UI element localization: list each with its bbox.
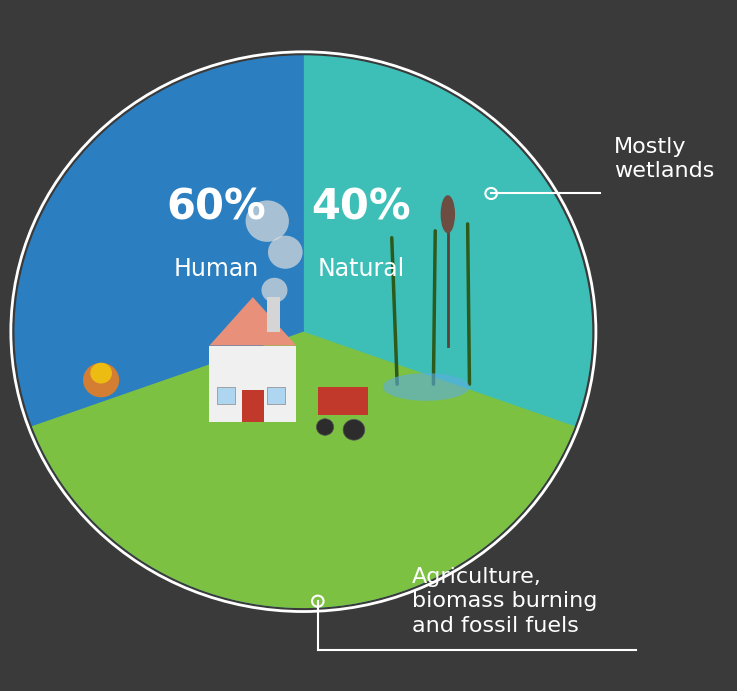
FancyBboxPatch shape [268, 297, 280, 332]
Circle shape [268, 236, 303, 269]
FancyBboxPatch shape [209, 346, 296, 422]
FancyBboxPatch shape [318, 387, 368, 415]
Text: Human: Human [174, 258, 259, 281]
FancyBboxPatch shape [217, 387, 235, 404]
Wedge shape [32, 332, 575, 608]
Ellipse shape [383, 373, 469, 401]
Circle shape [83, 363, 119, 397]
Circle shape [245, 200, 289, 242]
Text: Natural: Natural [318, 258, 405, 281]
Text: 60%: 60% [167, 187, 267, 228]
Text: Agriculture,
biomass burning
and fossil fuels: Agriculture, biomass burning and fossil … [412, 567, 597, 636]
FancyBboxPatch shape [242, 390, 264, 422]
Circle shape [343, 419, 365, 440]
Text: 40%: 40% [311, 187, 411, 228]
Wedge shape [304, 55, 593, 556]
Wedge shape [15, 55, 473, 608]
Polygon shape [209, 297, 296, 346]
FancyBboxPatch shape [268, 387, 285, 404]
Circle shape [316, 419, 334, 435]
Ellipse shape [441, 196, 455, 234]
Circle shape [91, 363, 112, 384]
Text: Mostly
wetlands: Mostly wetlands [614, 137, 714, 181]
Circle shape [262, 278, 287, 303]
